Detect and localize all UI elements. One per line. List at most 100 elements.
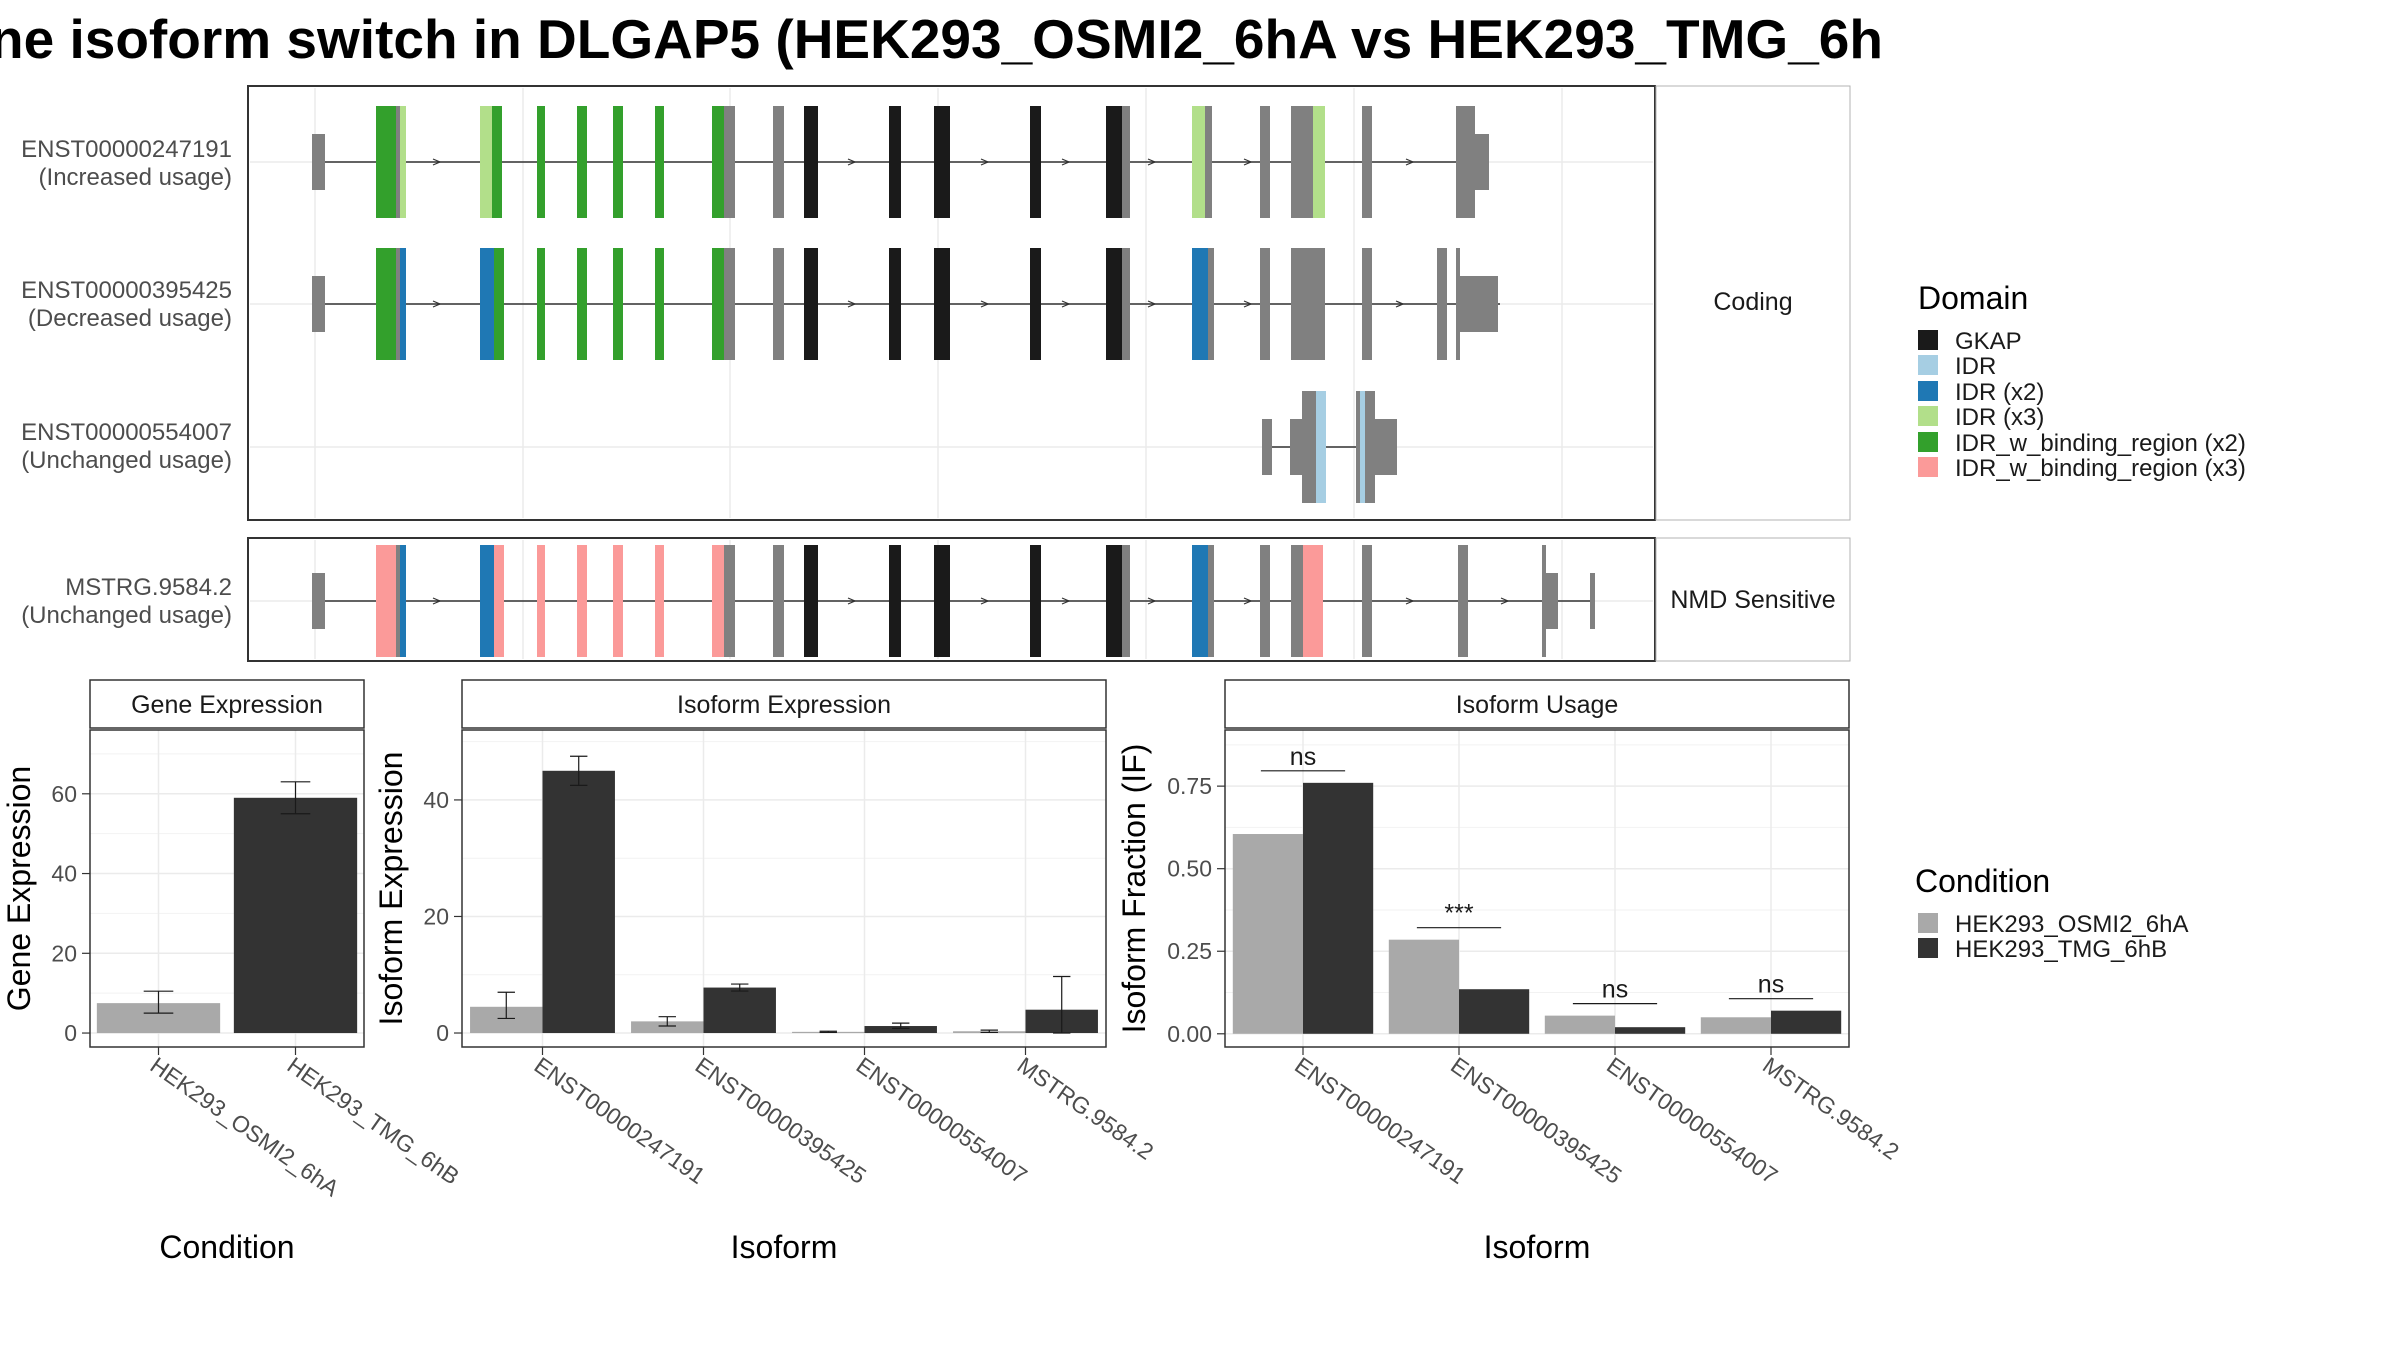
exon-block <box>400 106 406 218</box>
strand-arrow <box>1061 300 1071 308</box>
chart-title: Gene Expression <box>131 691 323 719</box>
y-tick-label: 0.00 <box>1167 1021 1212 1047</box>
y-tick-label: 40 <box>423 787 449 813</box>
y-tick-label: 0.25 <box>1167 938 1212 964</box>
strand-arrow <box>1405 158 1415 166</box>
figure-title: ne isoform switch in DLGAP5 (HEK293_OSMI… <box>0 8 1883 70</box>
exon-block <box>537 106 545 218</box>
chart-strip <box>89 679 365 729</box>
legend-label-binding-x2: IDR_w_binding_region (x2) <box>1955 430 2246 457</box>
exon-block <box>376 545 396 657</box>
y-axis-title: Gene Expression <box>1 766 37 1011</box>
bar <box>1232 834 1303 1034</box>
exon-block <box>400 248 406 360</box>
transcript-tracks <box>312 106 1595 657</box>
exon-block <box>773 106 784 218</box>
x-tick-label: ENST00000554007 <box>852 1052 1032 1189</box>
exon-block <box>804 545 818 657</box>
strand-arrow <box>432 158 442 166</box>
exon-block <box>712 106 724 218</box>
exon-block <box>1106 545 1122 657</box>
chart-strip <box>461 679 1107 729</box>
condition-legend: Condition HEK293_OSMI2_6hA HEK293_TMG_6h… <box>1915 863 2188 963</box>
bar <box>1544 1015 1615 1034</box>
nmd-panel <box>247 537 1656 662</box>
exon-block <box>1291 248 1325 360</box>
exon-block <box>1313 106 1325 218</box>
exon-block <box>889 106 901 218</box>
strand-arrow <box>1395 300 1405 308</box>
legend-key-idr-x3 <box>1918 406 1938 426</box>
x-tick-label: ENST00000554007 <box>1602 1052 1782 1189</box>
y-axis-title: Isoform Fraction (IF) <box>1116 744 1152 1034</box>
transcript-usage-4: (Unchanged usage) <box>21 602 232 629</box>
exon-block <box>1208 248 1214 360</box>
coding-strip-label: Coding <box>1713 288 1792 316</box>
y-tick-label: 0.75 <box>1167 773 1212 799</box>
exon-block <box>494 248 504 360</box>
strand-arrow <box>847 597 857 605</box>
exon-block <box>1260 106 1270 218</box>
exon-block <box>1122 545 1130 657</box>
nmd-strip-label: NMD Sensitive <box>1670 586 1835 614</box>
legend-label-gkap: GKAP <box>1955 328 2022 355</box>
exon-block <box>1458 545 1468 657</box>
strand-arrow <box>1061 158 1071 166</box>
exon-block <box>312 134 325 190</box>
transcript-label-1: ENST00000247191 <box>21 136 232 163</box>
bar-chart-2: Isoform Expression02040ENST00000247191EN… <box>373 679 1159 1265</box>
exon-block <box>492 106 502 218</box>
strand-arrow <box>432 597 442 605</box>
chart-border <box>89 729 365 1048</box>
bar-chart-3: Isoform Usage ns *** ns ns 0.00 0.25 0.50 0.75 EN… <box>1116 679 1904 1265</box>
bar <box>542 770 615 1034</box>
y-tick-label: 20 <box>423 903 449 929</box>
chart-title: Isoform Usage <box>1456 691 1619 719</box>
bar <box>1388 939 1459 1034</box>
strand-arrow <box>980 158 990 166</box>
strand-arrow <box>1405 597 1415 605</box>
significance-label: ns <box>1758 971 1784 999</box>
significance-label: *** <box>1444 900 1473 928</box>
exon-block <box>1475 134 1489 190</box>
x-tick-label: MSTRG.9584.2 <box>1013 1052 1159 1165</box>
x-tick-label: ENST00000247191 <box>1290 1052 1470 1189</box>
exon-block <box>537 545 545 657</box>
exon-block <box>1208 545 1214 657</box>
exon-block <box>1030 545 1041 657</box>
strand-arrow <box>1147 158 1157 166</box>
strand-arrow <box>1147 597 1157 605</box>
exon-block <box>934 106 950 218</box>
exon-block <box>613 545 623 657</box>
bar <box>1700 1017 1771 1034</box>
exon-block <box>1030 248 1041 360</box>
exon-block <box>312 573 325 629</box>
x-tick-label: ENST00000395425 <box>1446 1052 1626 1189</box>
condition-legend-title: Condition <box>1915 863 2050 899</box>
exon-block <box>889 248 901 360</box>
exon-block <box>577 106 587 218</box>
exon-block <box>1260 248 1270 360</box>
exon-block <box>1122 248 1130 360</box>
legend-key-gkap <box>1918 330 1938 350</box>
legend-key-idr <box>1918 355 1938 375</box>
strand-arrow <box>1243 158 1253 166</box>
exon-block <box>577 248 587 360</box>
strand-arrow <box>847 158 857 166</box>
exon-block <box>655 248 664 360</box>
y-tick-label: 60 <box>51 781 77 807</box>
bar <box>1303 782 1374 1034</box>
exon-block <box>1291 545 1303 657</box>
exon-block <box>1362 545 1372 657</box>
x-axis-title: Isoform <box>1484 1229 1591 1265</box>
exon-block <box>1456 106 1475 218</box>
strand-arrow <box>980 597 990 605</box>
transcript-label-4: MSTRG.9584.2 <box>65 574 232 601</box>
strand-arrow <box>1147 300 1157 308</box>
legend-label-cond1: HEK293_OSMI2_6hA <box>1955 911 2188 938</box>
exon-block <box>613 248 623 360</box>
exon-block <box>773 545 784 657</box>
exon-block <box>1192 248 1208 360</box>
exon-block <box>1546 573 1558 629</box>
